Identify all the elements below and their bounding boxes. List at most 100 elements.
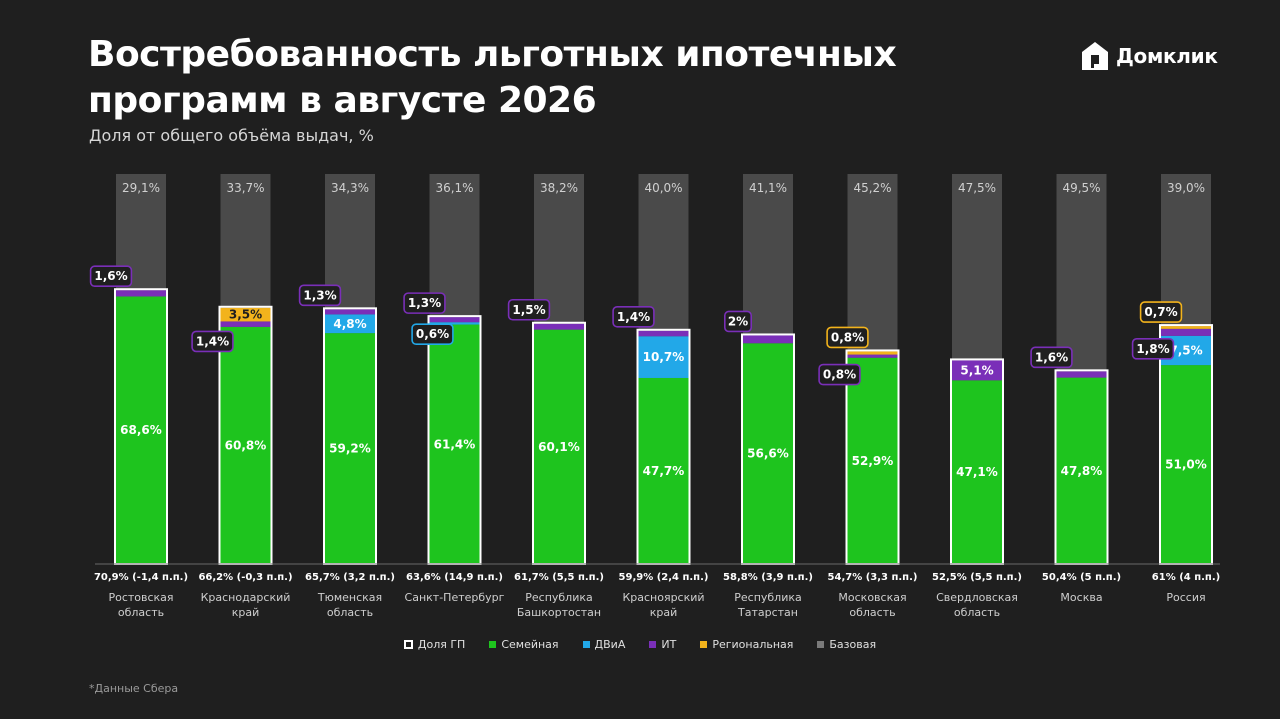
callout-dvia: 0,6% xyxy=(411,323,454,346)
callout-it: 1,5% xyxy=(507,298,551,321)
callout-it-text: 1,4% xyxy=(196,334,229,348)
label-base: 41,1% xyxy=(749,181,787,195)
bar-family xyxy=(220,326,271,564)
label-base: 39,0% xyxy=(1167,181,1205,195)
label-family: 60,1% xyxy=(538,440,580,454)
bar-family xyxy=(116,296,166,564)
callout-it: 1,8% xyxy=(1131,338,1175,360)
label-family: 51,0% xyxy=(1165,458,1207,472)
label-family: 47,7% xyxy=(643,464,685,478)
legend-label: Доля ГП xyxy=(417,638,466,651)
legend-item-regional: Региональная xyxy=(700,638,793,651)
label-total: 58,8% (3,9 п.п.) xyxy=(723,572,813,583)
label-family: 47,8% xyxy=(1061,464,1103,478)
legend-swatch xyxy=(582,641,590,648)
label-total: 61% (4 п.п.) xyxy=(1152,572,1220,583)
bar-it xyxy=(1161,328,1211,336)
legend-item-base: Базовая xyxy=(817,638,876,651)
label-total: 52,5% (5,5 п.п.) xyxy=(932,572,1022,583)
category-label: Москва xyxy=(1060,591,1102,604)
category-label: Краснодарский xyxy=(201,591,291,604)
label-total: 54,7% (3,3 п.п.) xyxy=(828,572,918,583)
callout-it-text: 1,3% xyxy=(303,288,336,302)
label-family: 52,9% xyxy=(852,454,894,468)
bar-it xyxy=(847,354,898,358)
label-total: 50,4% (5 п.п.) xyxy=(1042,572,1121,583)
label-family: 59,2% xyxy=(329,442,371,456)
legend-label: ДВиА xyxy=(594,638,626,651)
callout-it-box xyxy=(1131,338,1175,360)
label-family: 47,1% xyxy=(956,465,998,479)
label-dvia: 10,7% xyxy=(643,350,685,364)
callout-regional-box xyxy=(1139,301,1183,323)
bar-it xyxy=(952,360,1002,381)
label-total: 59,9% (2,4 п.п.) xyxy=(619,572,709,583)
callout-regional-box xyxy=(826,326,869,349)
label-it: 5,1% xyxy=(960,363,993,377)
category-label: Свердловская xyxy=(936,591,1018,604)
category-label: край xyxy=(232,606,260,619)
bar-regional xyxy=(220,307,271,322)
callout-dvia-text: 0,6% xyxy=(416,327,449,341)
callout-it-box xyxy=(298,284,342,307)
bar-dvia xyxy=(325,314,375,334)
chart-title: Востребованность льготных ипотечных прог… xyxy=(88,34,897,121)
callout-it: 1,4% xyxy=(191,330,234,353)
callout-it-text: 0,8% xyxy=(823,368,856,382)
bar-it xyxy=(743,335,793,344)
callout-it-text: 1,4% xyxy=(617,310,650,324)
callout-it-box xyxy=(89,265,133,288)
callout-it-box xyxy=(612,305,655,328)
category-label: край xyxy=(650,606,678,619)
category-label: Санкт-Петербург xyxy=(405,591,505,604)
category-label: Татарстан xyxy=(737,606,798,619)
stacked-bar-chart: 29,1% 68,6% 1,6% 70,9% (-1,4 п.п.) Ростовска… xyxy=(89,174,1220,619)
bar-it xyxy=(116,290,166,297)
callout-dvia-box xyxy=(411,323,454,346)
house-logo-icon xyxy=(1082,42,1108,70)
legend-label: ИТ xyxy=(661,638,677,651)
callout-it-text: 1,5% xyxy=(512,303,545,317)
label-family: 56,6% xyxy=(747,447,789,461)
callout-it: 1,3% xyxy=(298,284,342,307)
source-note: *Данные Сбера xyxy=(89,682,179,695)
label-base: 34,3% xyxy=(331,181,369,195)
legend-swatch xyxy=(700,641,708,648)
callout-it: 1,4% xyxy=(612,305,655,328)
bar-it xyxy=(429,317,480,323)
bar-regional xyxy=(847,351,898,355)
callout-regional-text: 0,8% xyxy=(831,330,864,344)
category-label: Московская xyxy=(838,591,906,604)
bar-dvia xyxy=(429,322,480,325)
callout-it-box xyxy=(723,310,752,333)
brand-name: Домклик xyxy=(1116,44,1218,68)
label-family: 61,4% xyxy=(434,437,476,451)
label-total: 61,7% (5,5 п.п.) xyxy=(514,572,604,583)
legend-item-family: Семейная xyxy=(489,638,559,651)
bar-family xyxy=(534,329,584,564)
legend-swatch xyxy=(817,641,825,648)
label-family: 60,8% xyxy=(225,438,267,452)
callout-it-text: 2% xyxy=(728,314,748,328)
callout-it-text: 1,8% xyxy=(1136,342,1169,356)
bar-family xyxy=(325,333,375,564)
label-base: 36,1% xyxy=(435,181,473,195)
label-dvia: 7,5% xyxy=(1169,343,1202,357)
legend-label: Базовая xyxy=(829,638,877,651)
bar-family xyxy=(952,380,1002,564)
callout-regional: 0,7% xyxy=(1139,301,1183,323)
callout-it: 1,6% xyxy=(1030,346,1073,369)
category-label: Тюменская xyxy=(317,591,382,604)
chart-legend: Доля ГП Семейная ДВиА ИТ Региональная Базовая xyxy=(0,638,1280,651)
category-label: область xyxy=(954,606,1000,619)
category-label: Красноярский xyxy=(622,591,704,604)
category-label: область xyxy=(849,606,895,619)
legend-item-dvia: ДВиА xyxy=(582,638,626,651)
legend-swatch xyxy=(403,640,413,649)
brand-logo: Домклик xyxy=(1080,38,1218,74)
callout-it-box xyxy=(507,298,551,321)
bar-it xyxy=(325,309,375,315)
legend-swatch xyxy=(649,641,657,648)
label-regional: 3,5% xyxy=(229,308,262,322)
label-base: 40,0% xyxy=(644,181,682,195)
